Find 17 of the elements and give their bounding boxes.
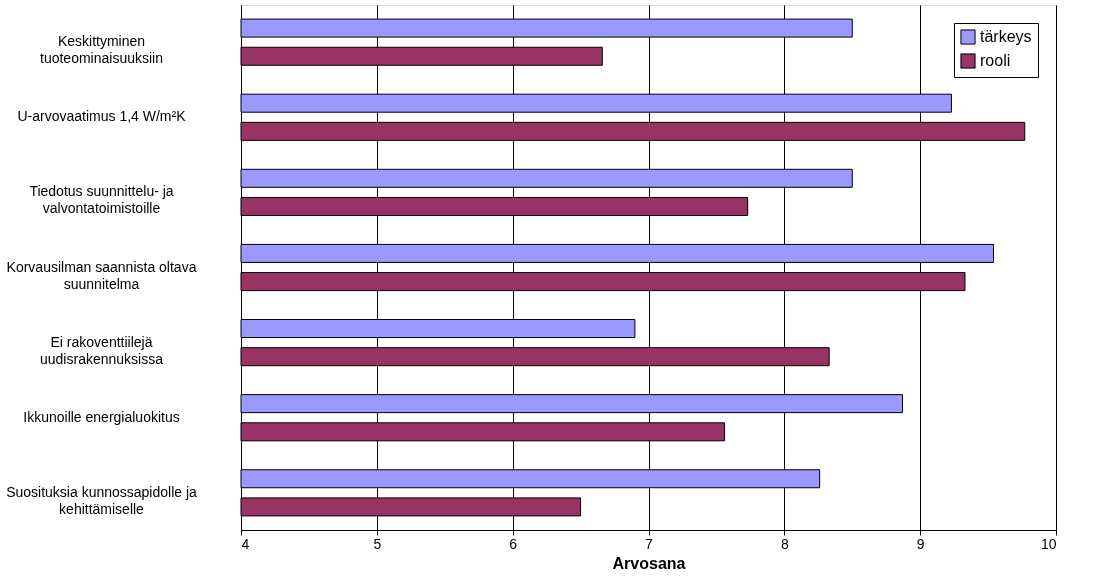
y-tick-label: Suosituksia kunnossapidolle ja kehittämiselle xyxy=(6,483,198,517)
x-tick-label: 9 xyxy=(916,535,925,552)
x-tick-label: 5 xyxy=(373,535,382,552)
y-tick-label: Tiedotus suunnittelu- ja valvontatoimistoille xyxy=(29,183,174,217)
legend-label: rooli xyxy=(980,52,1011,69)
x-axis-title: Arvosana xyxy=(612,554,686,572)
x-tick-label: 4 xyxy=(241,535,250,552)
y-tick-label: Ikkunoille energialuokitus xyxy=(23,408,180,425)
x-tick-label: 8 xyxy=(780,535,789,552)
x-tick-label: 6 xyxy=(509,535,518,552)
y-tick-label: U-arvovaatimus 1,4 W/m²K xyxy=(17,108,187,125)
x-tick-label: 10 xyxy=(1040,535,1057,552)
x-tick-label: 7 xyxy=(645,535,654,552)
y-tick-label: Ei rakoventtiilejä uudisrakennuksissa xyxy=(40,333,164,367)
y-tick-label: Keskittyminen tuoteominaisuuksiin xyxy=(40,33,163,67)
legend-label: tärkeys xyxy=(980,28,1032,45)
y-tick-label: Korvausilman saannista oltava suunnitelma xyxy=(6,258,197,292)
